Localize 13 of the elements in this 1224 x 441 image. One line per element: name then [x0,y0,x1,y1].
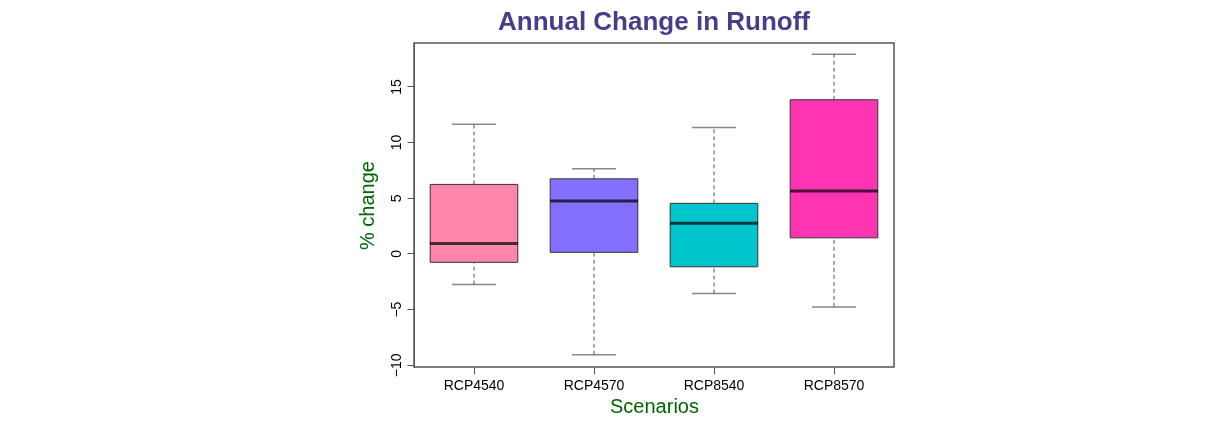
chart-title: Annual Change in Runoff [498,6,811,36]
y-tick-label: −5 [387,301,404,318]
x-tick-label: RCP8540 [683,376,745,393]
y-axis-title: % change [355,161,378,250]
y-tick-label: −10 [387,353,404,378]
x-tick-label: RCP8570 [803,376,865,393]
y-tick-label: 5 [387,194,404,203]
x-tick-label: RCP4570 [563,376,625,393]
x-tick-label: RCP4540 [443,376,505,393]
y-tick-label: 10 [387,134,404,151]
x-axis-title: Scenarios [610,394,699,417]
y-tick-label: 0 [387,249,404,258]
y-tick-label: 15 [387,78,404,95]
